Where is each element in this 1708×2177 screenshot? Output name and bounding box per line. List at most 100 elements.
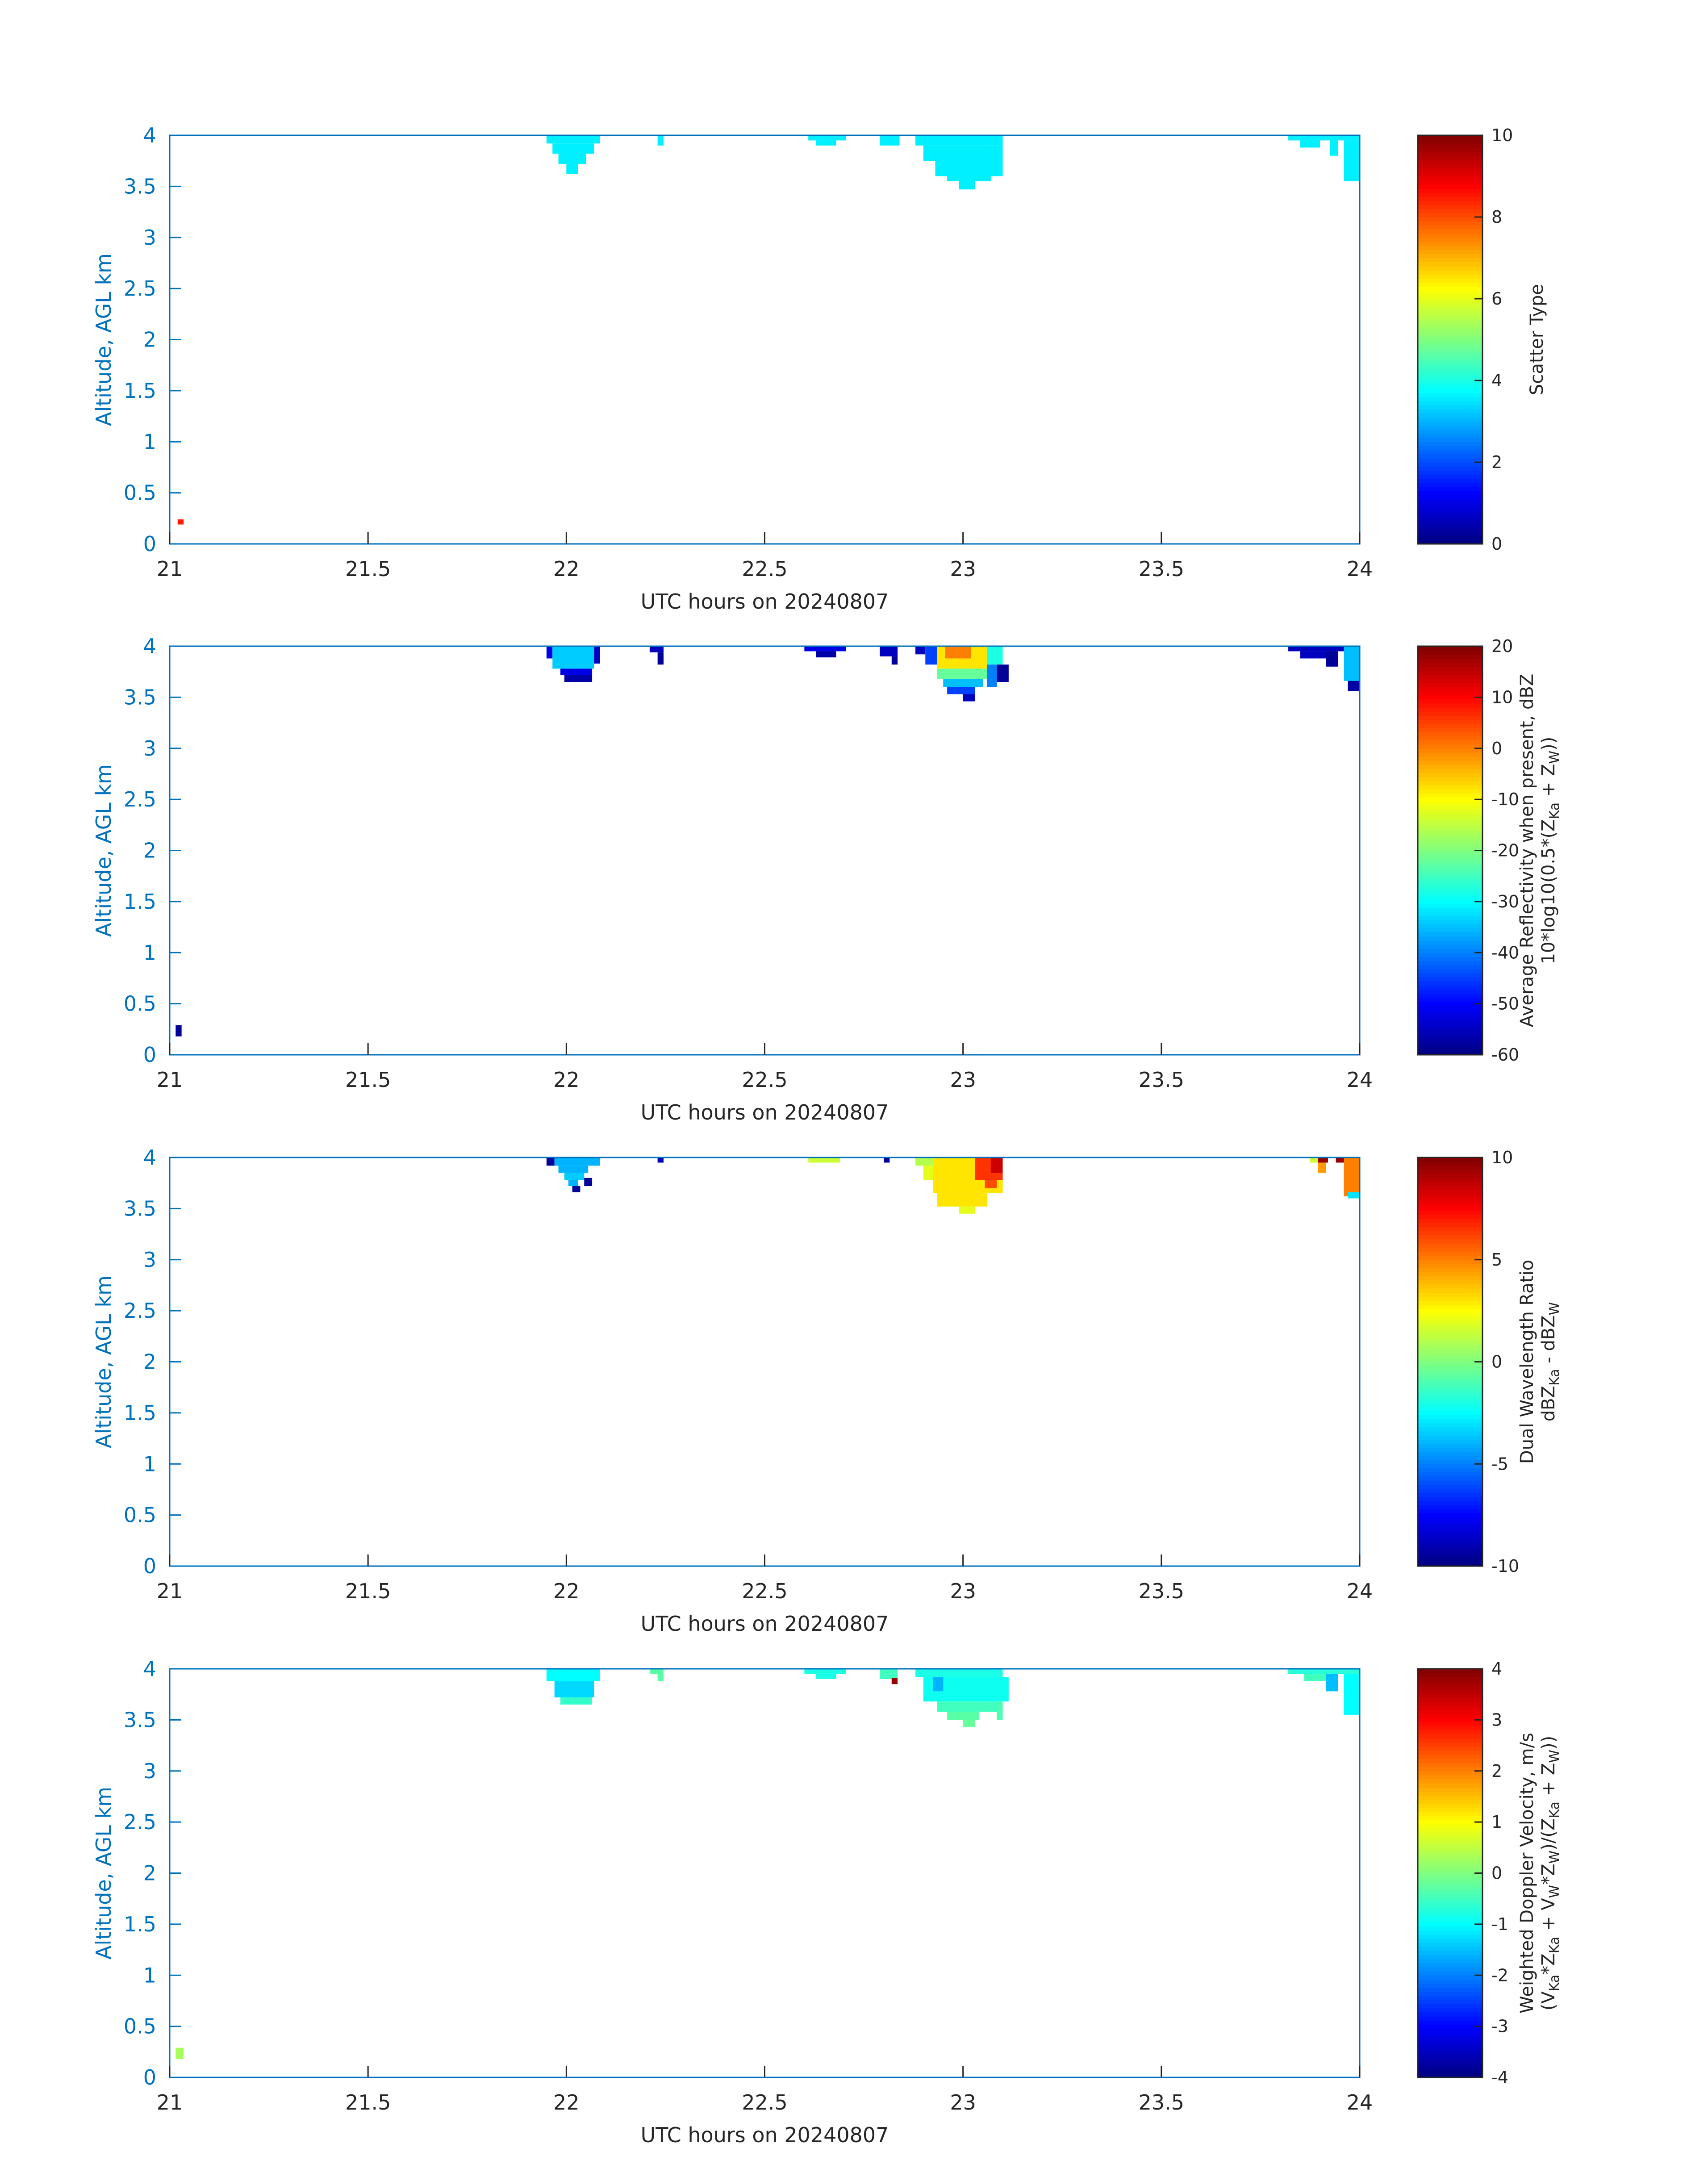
heatmap-cell bbox=[880, 135, 900, 146]
colorbar-segment bbox=[1418, 1272, 1482, 1276]
colorbar-segment bbox=[1418, 474, 1482, 479]
colorbar-tick-label: 6 bbox=[1491, 289, 1502, 309]
colorbar-segment bbox=[1418, 429, 1482, 434]
colorbar-segment bbox=[1418, 1288, 1482, 1293]
colorbar-segment bbox=[1418, 756, 1482, 761]
colorbar-segment bbox=[1418, 719, 1482, 724]
colorbar-segment bbox=[1418, 858, 1482, 863]
colorbar-segment bbox=[1418, 1546, 1482, 1550]
colorbar-segment bbox=[1418, 834, 1482, 839]
heatmap-cell bbox=[1336, 1157, 1344, 1163]
colorbar-label: Weighted Doppler Velocity, m/s bbox=[1517, 1733, 1537, 2014]
colorbar-segment bbox=[1418, 511, 1482, 516]
colorbar-segment bbox=[1418, 1799, 1482, 1804]
y-tick-label: 0.5 bbox=[124, 1503, 156, 1527]
colorbar-segment bbox=[1418, 670, 1482, 675]
heatmap-cell bbox=[649, 1669, 664, 1674]
colorbar-segment bbox=[1418, 1763, 1482, 1768]
heatmap-cell bbox=[986, 664, 997, 687]
colorbar-segment bbox=[1418, 1472, 1482, 1477]
colorbar-segment bbox=[1418, 1468, 1482, 1473]
colorbar-segment bbox=[1418, 523, 1482, 528]
x-axis-label: UTC hours on 20240807 bbox=[641, 589, 889, 614]
colorbar-segment bbox=[1418, 691, 1482, 696]
heatmap-cell bbox=[1344, 140, 1360, 181]
colorbar-segment bbox=[1418, 205, 1482, 209]
colorbar-tick-label: 0 bbox=[1491, 739, 1502, 758]
colorbar-segment bbox=[1418, 1219, 1482, 1223]
heatmap-cell bbox=[552, 143, 594, 154]
colorbar-segment bbox=[1418, 1689, 1482, 1694]
x-tick-label: 22.5 bbox=[742, 1068, 787, 1092]
colorbar-segment bbox=[1418, 1885, 1482, 1890]
colorbar-segment bbox=[1418, 814, 1482, 818]
colorbar-segment bbox=[1418, 535, 1482, 540]
colorbar-segment bbox=[1418, 891, 1482, 896]
colorbar-segment bbox=[1418, 1202, 1482, 1207]
colorbar-segment bbox=[1418, 1370, 1482, 1375]
colorbar-segment bbox=[1418, 2020, 1482, 2025]
colorbar-segment bbox=[1418, 1914, 1482, 1918]
colorbar-segment bbox=[1418, 241, 1482, 246]
x-tick-label: 23 bbox=[950, 1579, 976, 1603]
colorbar-segment bbox=[1418, 1791, 1482, 1796]
colorbar-segment bbox=[1418, 1496, 1482, 1501]
colorbar-segment bbox=[1418, 748, 1482, 753]
colorbar-segment bbox=[1418, 258, 1482, 263]
colorbar-tick-label: -20 bbox=[1491, 841, 1519, 861]
colorbar-segment bbox=[1418, 1922, 1482, 1927]
y-tick-label: 3 bbox=[143, 226, 156, 250]
heatmap-cell bbox=[945, 646, 971, 659]
colorbar-label-part: *Z bbox=[1538, 1864, 1559, 1885]
colorbar-tick-label: 0 bbox=[1491, 534, 1502, 554]
colorbar-segment bbox=[1418, 1840, 1482, 1845]
colorbar-segment bbox=[1418, 1492, 1482, 1497]
colorbar-segment bbox=[1418, 2032, 1482, 2037]
heatmap-cell bbox=[546, 1669, 600, 1681]
colorbar-segment bbox=[1418, 425, 1482, 430]
colorbar-segment bbox=[1418, 180, 1482, 185]
colorbar-segment bbox=[1418, 2016, 1482, 2021]
heatmap-cell bbox=[947, 687, 975, 694]
colorbar-label-part: (V bbox=[1538, 1991, 1559, 2011]
colorbar-segment bbox=[1418, 347, 1482, 352]
colorbar-segment bbox=[1418, 286, 1482, 291]
heatmap-cell bbox=[546, 646, 553, 659]
colorbar-segment bbox=[1418, 1362, 1482, 1366]
colorbar-segment bbox=[1418, 486, 1482, 491]
colorbar-segment bbox=[1418, 164, 1482, 168]
colorbar-segment bbox=[1418, 1722, 1482, 1726]
heatmap-cell bbox=[963, 694, 975, 702]
heatmap-cell bbox=[546, 135, 600, 144]
colorbar-segment bbox=[1418, 1934, 1482, 1939]
colorbar-segment bbox=[1418, 1542, 1482, 1546]
colorbar-segment bbox=[1418, 1030, 1482, 1035]
colorbar-segment bbox=[1418, 789, 1482, 794]
colorbar-segment bbox=[1418, 1529, 1482, 1534]
colorbar-label-part: Ka bbox=[1547, 1369, 1562, 1386]
colorbar-segment bbox=[1418, 1427, 1482, 1432]
colorbar-segment bbox=[1418, 331, 1482, 336]
colorbar-segment bbox=[1418, 192, 1482, 197]
heatmap-cell bbox=[1318, 1162, 1326, 1173]
colorbar-segment bbox=[1418, 1386, 1482, 1391]
colorbar-segment bbox=[1418, 1312, 1482, 1317]
heatmap-cell bbox=[880, 646, 898, 656]
colorbar-segment bbox=[1418, 883, 1482, 888]
colorbar-segment bbox=[1418, 1726, 1482, 1730]
colorbar-segment bbox=[1418, 1259, 1482, 1264]
heatmap-cell bbox=[552, 646, 594, 669]
y-tick-label: 0.5 bbox=[124, 481, 156, 505]
colorbar-label-part: - dBZ bbox=[1538, 1315, 1559, 1369]
colorbar-segment bbox=[1418, 1673, 1482, 1677]
heatmap-cell bbox=[584, 1178, 593, 1187]
colorbar-segment bbox=[1418, 1836, 1482, 1841]
colorbar-segment bbox=[1418, 213, 1482, 217]
heatmap-cell bbox=[546, 1157, 555, 1166]
colorbar-segment bbox=[1418, 879, 1482, 884]
colorbar-segment bbox=[1418, 715, 1482, 720]
colorbar-segment bbox=[1418, 1276, 1482, 1281]
colorbar-segment bbox=[1418, 675, 1482, 679]
colorbar-segment bbox=[1418, 1951, 1482, 1956]
heatmap-cell bbox=[943, 679, 983, 687]
